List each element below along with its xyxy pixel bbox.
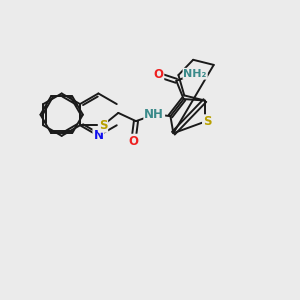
Text: S: S xyxy=(99,119,107,132)
Text: NH₂: NH₂ xyxy=(184,69,207,79)
Text: NH: NH xyxy=(144,108,164,121)
Text: S: S xyxy=(203,115,212,128)
Text: O: O xyxy=(153,68,163,81)
Text: N: N xyxy=(93,129,103,142)
Text: O: O xyxy=(129,135,139,148)
